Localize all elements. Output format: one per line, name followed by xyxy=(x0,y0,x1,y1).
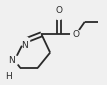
Ellipse shape xyxy=(71,30,82,39)
Text: H: H xyxy=(5,72,12,81)
Text: O: O xyxy=(55,6,62,15)
Ellipse shape xyxy=(19,37,30,45)
Text: N: N xyxy=(8,56,15,65)
Text: N: N xyxy=(21,41,28,50)
Ellipse shape xyxy=(53,11,64,19)
Ellipse shape xyxy=(9,56,20,65)
Text: O: O xyxy=(73,30,80,39)
